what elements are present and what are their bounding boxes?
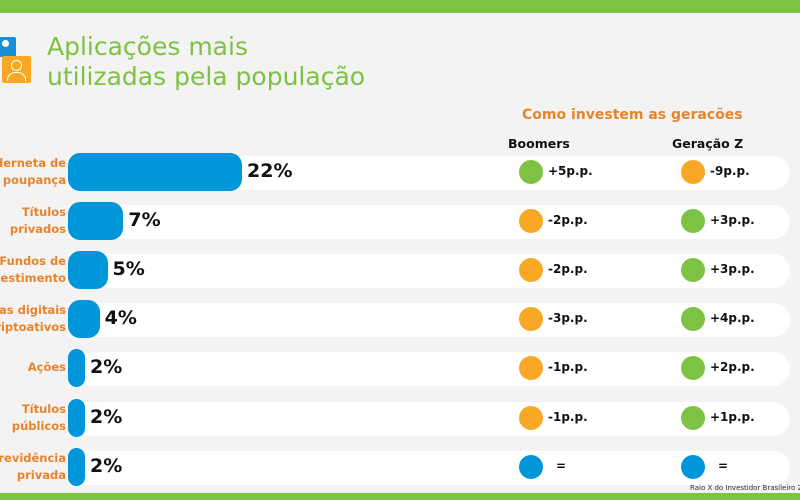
boomers-status-dot [519, 356, 543, 381]
category-label: Moedas digitais e criptoativos [0, 302, 66, 336]
category-label-line-2: investimento [0, 271, 66, 286]
category-label-line-1: Caderneta de [0, 156, 66, 170]
category-label-line-1: Fundos de [0, 254, 66, 269]
value-label: 7% [128, 209, 161, 232]
value-label: 2% [90, 356, 123, 379]
boomers-change: -2p.p. [548, 213, 588, 228]
value-label: 2% [90, 405, 123, 428]
page-title: Aplicações mais utilizadas pela populaçã… [47, 32, 365, 92]
value-label: 2% [90, 454, 123, 477]
genz-status-dot [681, 454, 705, 479]
boomers-change: -1p.p. [548, 360, 588, 375]
value-label: 4% [104, 307, 137, 330]
boomers-header: Boomers [508, 136, 570, 151]
boomers-change: -1p.p. [548, 409, 588, 424]
boomers-status-dot [519, 454, 543, 479]
genz-change: +3p.p. [710, 213, 755, 228]
user-icon [0, 37, 16, 57]
boomers-change: -3p.p. [548, 311, 588, 326]
table-row: Moedas digitais e criptoativos 4% -3p.p.… [0, 300, 800, 340]
category-label-line-1: Títulos [21, 205, 66, 220]
category-label-line-2: poupança [2, 173, 66, 187]
boomers-status-dot [519, 405, 543, 430]
genz-change: +3p.p. [710, 262, 755, 277]
top-accent-bar [0, 0, 800, 13]
genz-change: +1p.p. [710, 409, 755, 424]
category-label: Títulos privados [0, 204, 66, 238]
row-band [68, 401, 790, 436]
genz-status-dot [681, 405, 705, 430]
table-row: Ações 2% -1p.p. +2p.p. [0, 349, 800, 389]
genz-status-dot [681, 258, 705, 283]
genz-status-dot [681, 160, 705, 184]
category-label-line-1: Títulos [21, 401, 66, 416]
row-band [68, 205, 790, 240]
source-footer: Raio X do Investidor Brasileiro 20 [690, 484, 800, 492]
category-label-line-2: privados [9, 222, 66, 237]
value-bar [68, 398, 85, 437]
category-label-line-2: privada [16, 467, 66, 482]
boomers-change: = [556, 458, 567, 473]
boomers-status-dot [519, 258, 543, 283]
genz-status-dot [681, 307, 705, 332]
category-label: Ações [0, 359, 66, 376]
boomers-status-dot [519, 307, 543, 332]
row-band [68, 254, 790, 289]
table-row: Previdência privada 2% = = [0, 447, 800, 488]
title-line-2: utilizadas pela população [47, 62, 366, 91]
table-row: Títulos privados 7% -2p.p. +3p.p. [0, 202, 800, 242]
genz-change: -9p.p. [710, 164, 750, 178]
table-row: Títulos públicos 2% -1p.p. +1p.p. [0, 398, 800, 439]
category-label-line-2: e criptoativos [0, 320, 66, 335]
value-label: 5% [112, 258, 145, 281]
row-band [68, 352, 790, 387]
genz-change: +4p.p. [710, 311, 755, 326]
category-label: Caderneta de poupança [0, 155, 66, 189]
category-label-line-1: Moedas digitais [0, 303, 66, 318]
genz-header: Geração Z [672, 136, 744, 151]
category-label-line-1: Ações [27, 360, 66, 375]
table-row: Caderneta de poupança 22% +5p.p. -9p.p. [0, 153, 800, 193]
bottom-accent-bar [0, 493, 800, 500]
row-band [68, 450, 790, 485]
value-bar [68, 349, 85, 388]
boomers-status-dot [519, 160, 543, 184]
boomers-status-dot [519, 209, 543, 234]
category-label: Títulos públicos [0, 401, 66, 435]
value-bar [68, 300, 100, 339]
table-row: Fundos de investimento 5% -2p.p. +3p.p. [0, 251, 800, 291]
value-bar [68, 153, 242, 191]
category-label: Fundos de investimento [0, 253, 66, 287]
category-label-line-1: Previdência [0, 450, 66, 465]
category-label: Previdência privada [0, 450, 66, 484]
value-label: 22% [247, 160, 293, 182]
user-icon [2, 56, 31, 83]
genz-status-dot [681, 356, 705, 381]
genz-change: = [718, 458, 729, 473]
boomers-change: -2p.p. [548, 262, 588, 277]
value-bar [68, 447, 85, 486]
genz-change: +2p.p. [710, 360, 755, 375]
boomers-change: +5p.p. [548, 164, 593, 178]
genz-status-dot [681, 209, 705, 234]
value-bar [68, 202, 124, 241]
generations-title: Como investem as geracões [522, 107, 743, 123]
category-label-line-2: públicos [11, 418, 66, 433]
title-line-1: Aplicações mais [47, 32, 248, 61]
row-band [68, 303, 790, 338]
value-bar [68, 251, 108, 290]
